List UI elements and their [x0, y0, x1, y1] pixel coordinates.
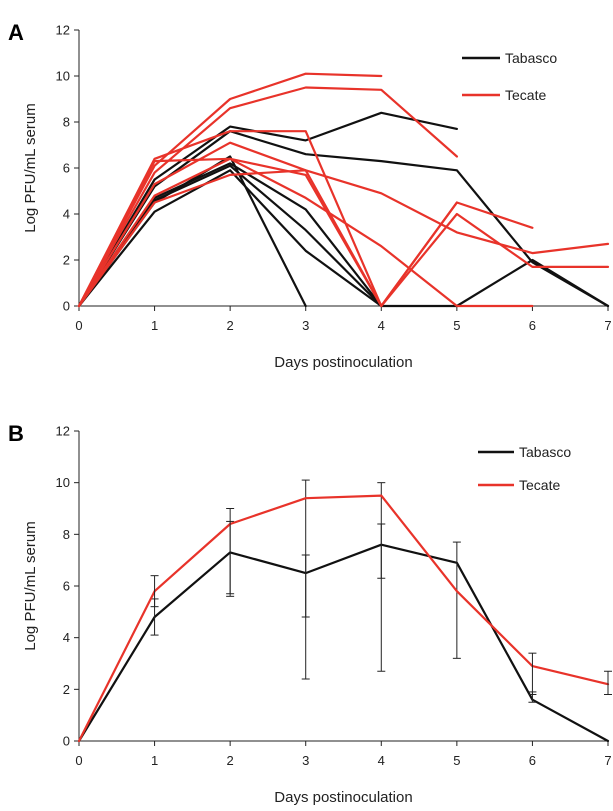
y-tick-label: 10	[56, 69, 70, 84]
x-tick-label: 4	[378, 318, 385, 333]
x-tick-label: 3	[302, 753, 309, 768]
y-tick-label: 2	[63, 682, 70, 697]
series-line-tabasco	[77, 111, 458, 308]
legend-label: Tecate	[505, 87, 546, 103]
y-tick-label: 4	[63, 207, 70, 222]
series-line-tabasco	[77, 169, 383, 308]
y-tick-label: 6	[63, 579, 70, 594]
x-tick-label: 3	[302, 318, 309, 333]
series-line-tabasco	[77, 155, 307, 308]
panel-letter: A	[8, 20, 24, 45]
y-tick-label: 12	[56, 23, 70, 38]
x-tick-label: 4	[378, 753, 385, 768]
legend-label: Tecate	[519, 477, 560, 493]
x-tick-label: 5	[453, 318, 460, 333]
x-tick-label: 6	[529, 318, 536, 333]
panel-letter: B	[8, 421, 24, 446]
x-tick-label: 2	[227, 318, 234, 333]
x-axis-title: Days postinoculation	[274, 789, 412, 806]
y-tick-label: 8	[63, 115, 70, 130]
x-tick-label: 0	[75, 753, 82, 768]
series-line-tecate	[77, 157, 534, 308]
series-line-tecate	[77, 169, 610, 308]
y-axis-title: Log PFU/mL serum	[22, 521, 39, 651]
x-tick-label: 7	[604, 318, 611, 333]
y-tick-label: 6	[63, 161, 70, 176]
y-tick-label: 0	[63, 299, 70, 314]
x-tick-label: 0	[75, 318, 82, 333]
legend-label: Tabasco	[505, 50, 557, 66]
y-tick-label: 0	[63, 734, 70, 749]
x-tick-label: 5	[453, 753, 460, 768]
y-tick-label: 2	[63, 253, 70, 268]
y-tick-label: 12	[56, 424, 70, 439]
y-axis-title: Log PFU/mL serum	[22, 103, 39, 233]
y-tick-label: 4	[63, 630, 70, 645]
x-tick-label: 6	[529, 753, 536, 768]
series-line-tabasco	[77, 543, 610, 743]
x-tick-label: 7	[604, 753, 611, 768]
x-tick-label: 1	[151, 318, 158, 333]
series-line-tecate	[77, 72, 383, 308]
y-tick-label: 8	[63, 527, 70, 542]
series-line-tabasco	[380, 258, 610, 308]
x-tick-label: 1	[151, 753, 158, 768]
x-tick-label: 2	[227, 753, 234, 768]
series-line-tecate	[77, 141, 610, 308]
series-line-tecate	[77, 86, 458, 308]
y-tick-label: 10	[56, 475, 70, 490]
series-line-tecate	[77, 157, 534, 308]
series-line-tecate	[77, 494, 610, 743]
legend-label: Tabasco	[519, 444, 571, 460]
x-axis-title: Days postinoculation	[274, 354, 412, 371]
